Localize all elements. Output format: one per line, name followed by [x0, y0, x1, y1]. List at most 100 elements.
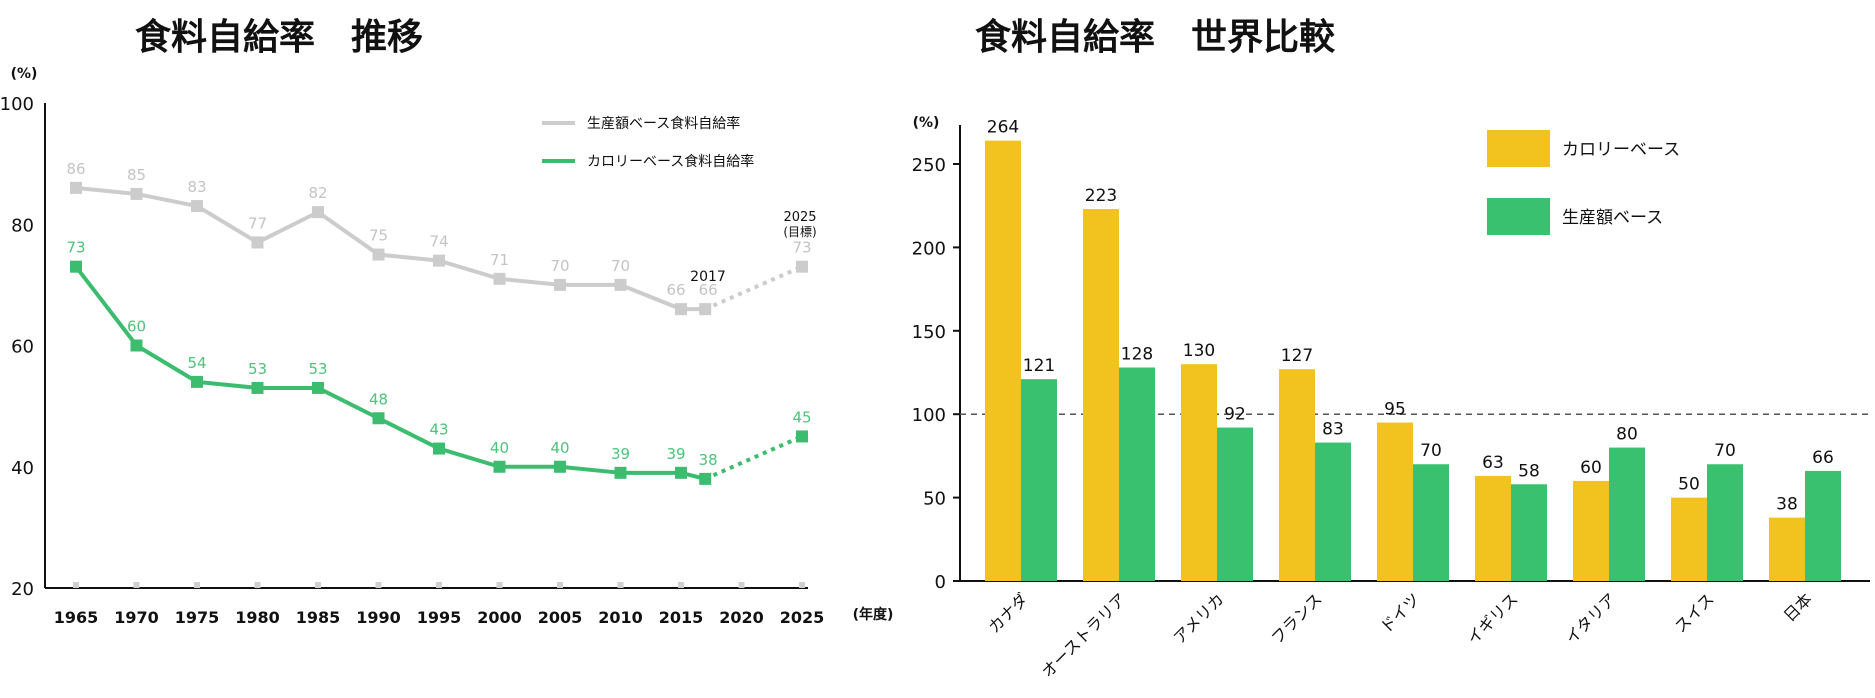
data-label: 54 — [187, 354, 206, 372]
data-label: 66 — [666, 281, 685, 299]
x-grid-marker — [557, 582, 563, 588]
data-label: 43 — [429, 421, 448, 439]
data-point — [554, 278, 566, 291]
data-point — [130, 187, 143, 200]
bar-value-label: 60 — [1580, 458, 1602, 478]
data-label: 53 — [248, 360, 267, 378]
y-tick-label: 50 — [923, 489, 946, 510]
bar — [1279, 369, 1315, 581]
category-label: カナダ — [984, 589, 1031, 636]
data-label: 75 — [369, 227, 388, 245]
x-tick-label: 2005 — [538, 608, 583, 627]
bar — [1805, 470, 1841, 581]
bar — [1573, 480, 1609, 581]
bar — [1671, 497, 1707, 581]
bar-value-label: 130 — [1183, 341, 1215, 361]
data-label: 38 — [699, 451, 718, 469]
bar — [1083, 209, 1119, 581]
data-point — [312, 206, 324, 219]
data-point — [554, 460, 566, 473]
x-grid-marker — [254, 582, 261, 588]
x-tick-label: 1995 — [417, 608, 462, 627]
bar — [1511, 484, 1547, 581]
data-point — [191, 375, 203, 388]
bar-value-label: 70 — [1420, 441, 1442, 461]
series-line — [75, 185, 706, 312]
x-tick-label: 1975 — [175, 608, 220, 627]
target-point — [796, 430, 808, 443]
data-label: 70 — [611, 257, 630, 275]
x-tick-label: 1990 — [356, 608, 401, 627]
x-tick-label: 1980 — [235, 608, 280, 627]
y-tick-label: 60 — [11, 337, 34, 358]
data-point — [433, 442, 445, 455]
data-point — [433, 254, 445, 267]
y-tick-label: 20 — [11, 579, 34, 600]
x-grid-marker — [436, 582, 442, 588]
bar-value-label: 121 — [1023, 356, 1055, 376]
x-grid-marker — [315, 582, 321, 588]
legend-swatch — [1487, 130, 1550, 167]
bar-value-label: 66 — [1812, 448, 1834, 468]
bar-value-label: 70 — [1714, 441, 1736, 461]
category-label: アメリカ — [1170, 589, 1228, 647]
data-point — [70, 260, 82, 273]
data-label: 85 — [127, 166, 146, 184]
y-tick-label: 80 — [11, 215, 34, 236]
x-tick-label: 2020 — [719, 608, 764, 627]
x-grid-marker — [617, 582, 624, 588]
data-label: 70 — [550, 257, 569, 275]
x-tick-label: 2015 — [659, 608, 704, 627]
x-tick-label: 2000 — [477, 608, 522, 627]
bar — [1315, 442, 1351, 581]
data-point — [372, 412, 385, 425]
bar-value-label: 38 — [1776, 495, 1798, 515]
x-tick-label: 1985 — [296, 608, 341, 627]
y-axis-label: (%) — [913, 115, 940, 131]
data-label: 39 — [611, 445, 630, 463]
bar-value-label: 83 — [1322, 420, 1344, 440]
bar-value-label: 58 — [1518, 461, 1540, 481]
bar — [1707, 464, 1743, 581]
category-label: イギリス — [1463, 589, 1522, 648]
y-tick-label: 200 — [912, 238, 946, 259]
target-note-label: (目標) — [783, 225, 816, 239]
data-point — [130, 339, 143, 352]
x-tick-label: 1965 — [54, 608, 99, 627]
target-year-label: 2025 — [783, 210, 816, 225]
bar — [1021, 379, 1057, 581]
y-axis-label: (%) — [11, 66, 38, 82]
target-data-label: 73 — [792, 239, 811, 257]
bar — [1609, 447, 1645, 581]
bar-value-label: 80 — [1616, 425, 1638, 445]
bar — [1413, 464, 1449, 581]
category-label: フランス — [1267, 589, 1325, 647]
x-grid-marker — [496, 582, 503, 588]
data-point — [493, 460, 506, 473]
data-label: 77 — [248, 214, 267, 232]
data-label: 71 — [490, 251, 509, 269]
bar-value-label: 92 — [1224, 405, 1246, 425]
data-point — [191, 200, 203, 213]
bar — [1377, 422, 1413, 581]
data-point — [251, 381, 264, 394]
data-label: 60 — [127, 318, 146, 336]
data-point — [614, 278, 627, 291]
x-axis-label: (年度) — [853, 606, 894, 623]
category-label: 日本 — [1780, 589, 1816, 625]
bar — [1119, 367, 1155, 581]
data-label: 53 — [308, 360, 327, 378]
x-grid-marker — [678, 582, 684, 588]
bar — [1217, 427, 1253, 581]
data-label: 40 — [550, 439, 569, 457]
data-label: 73 — [66, 239, 85, 257]
legend-label: 生産額ベース — [1562, 208, 1663, 228]
data-point — [372, 248, 385, 261]
legend-swatch — [1487, 198, 1550, 235]
bar — [985, 140, 1021, 581]
y-tick-label: 100 — [912, 405, 946, 426]
data-label: 39 — [666, 445, 685, 463]
y-tick-label: 100 — [0, 94, 34, 115]
x-tick-label: 2010 — [598, 608, 643, 627]
